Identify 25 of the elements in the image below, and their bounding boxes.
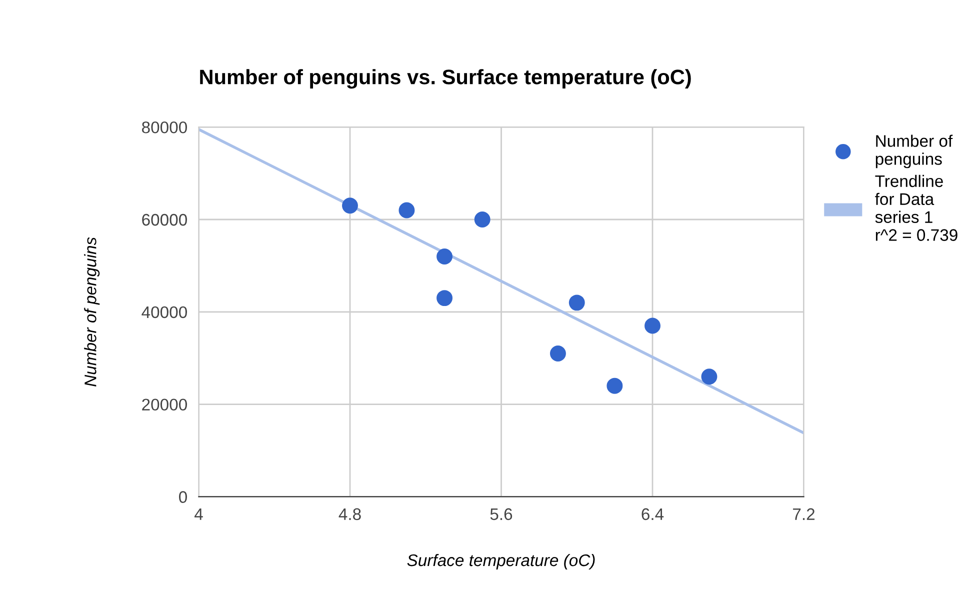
- y-tick-label: 0: [179, 491, 187, 503]
- legend-label: Number of penguins: [876, 134, 953, 168]
- point: [436, 290, 453, 306]
- y-tick-label: 40000: [142, 306, 187, 318]
- x-tick-label: 5.6: [490, 508, 512, 520]
- point: [342, 198, 358, 214]
- x-tick-label: 7.2: [793, 508, 815, 520]
- point: [474, 212, 490, 228]
- point: [644, 318, 660, 334]
- x-axis-title: Surface temperature (oC): [407, 554, 595, 570]
- point: [568, 294, 585, 311]
- point: [606, 378, 623, 394]
- point: [398, 202, 415, 218]
- y-tick-label: 80000: [142, 121, 187, 134]
- y-tick-label: 60000: [142, 214, 187, 226]
- x-tick-label: 4.8: [338, 508, 361, 520]
- point: [436, 248, 453, 264]
- chart-title: Number of penguins vs. Surface temperature (oC): [200, 69, 691, 89]
- y-tick-label: 20000: [142, 398, 187, 411]
- y-axis-title: Number of penguins: [84, 237, 100, 386]
- point: [701, 368, 718, 385]
- x-tick-label: 4: [194, 508, 203, 520]
- point: [550, 346, 566, 362]
- x-tick-label: 6.4: [642, 508, 664, 520]
- legend-label: Trendline for Data series 1 r^2 = 0.739: [875, 174, 958, 241]
